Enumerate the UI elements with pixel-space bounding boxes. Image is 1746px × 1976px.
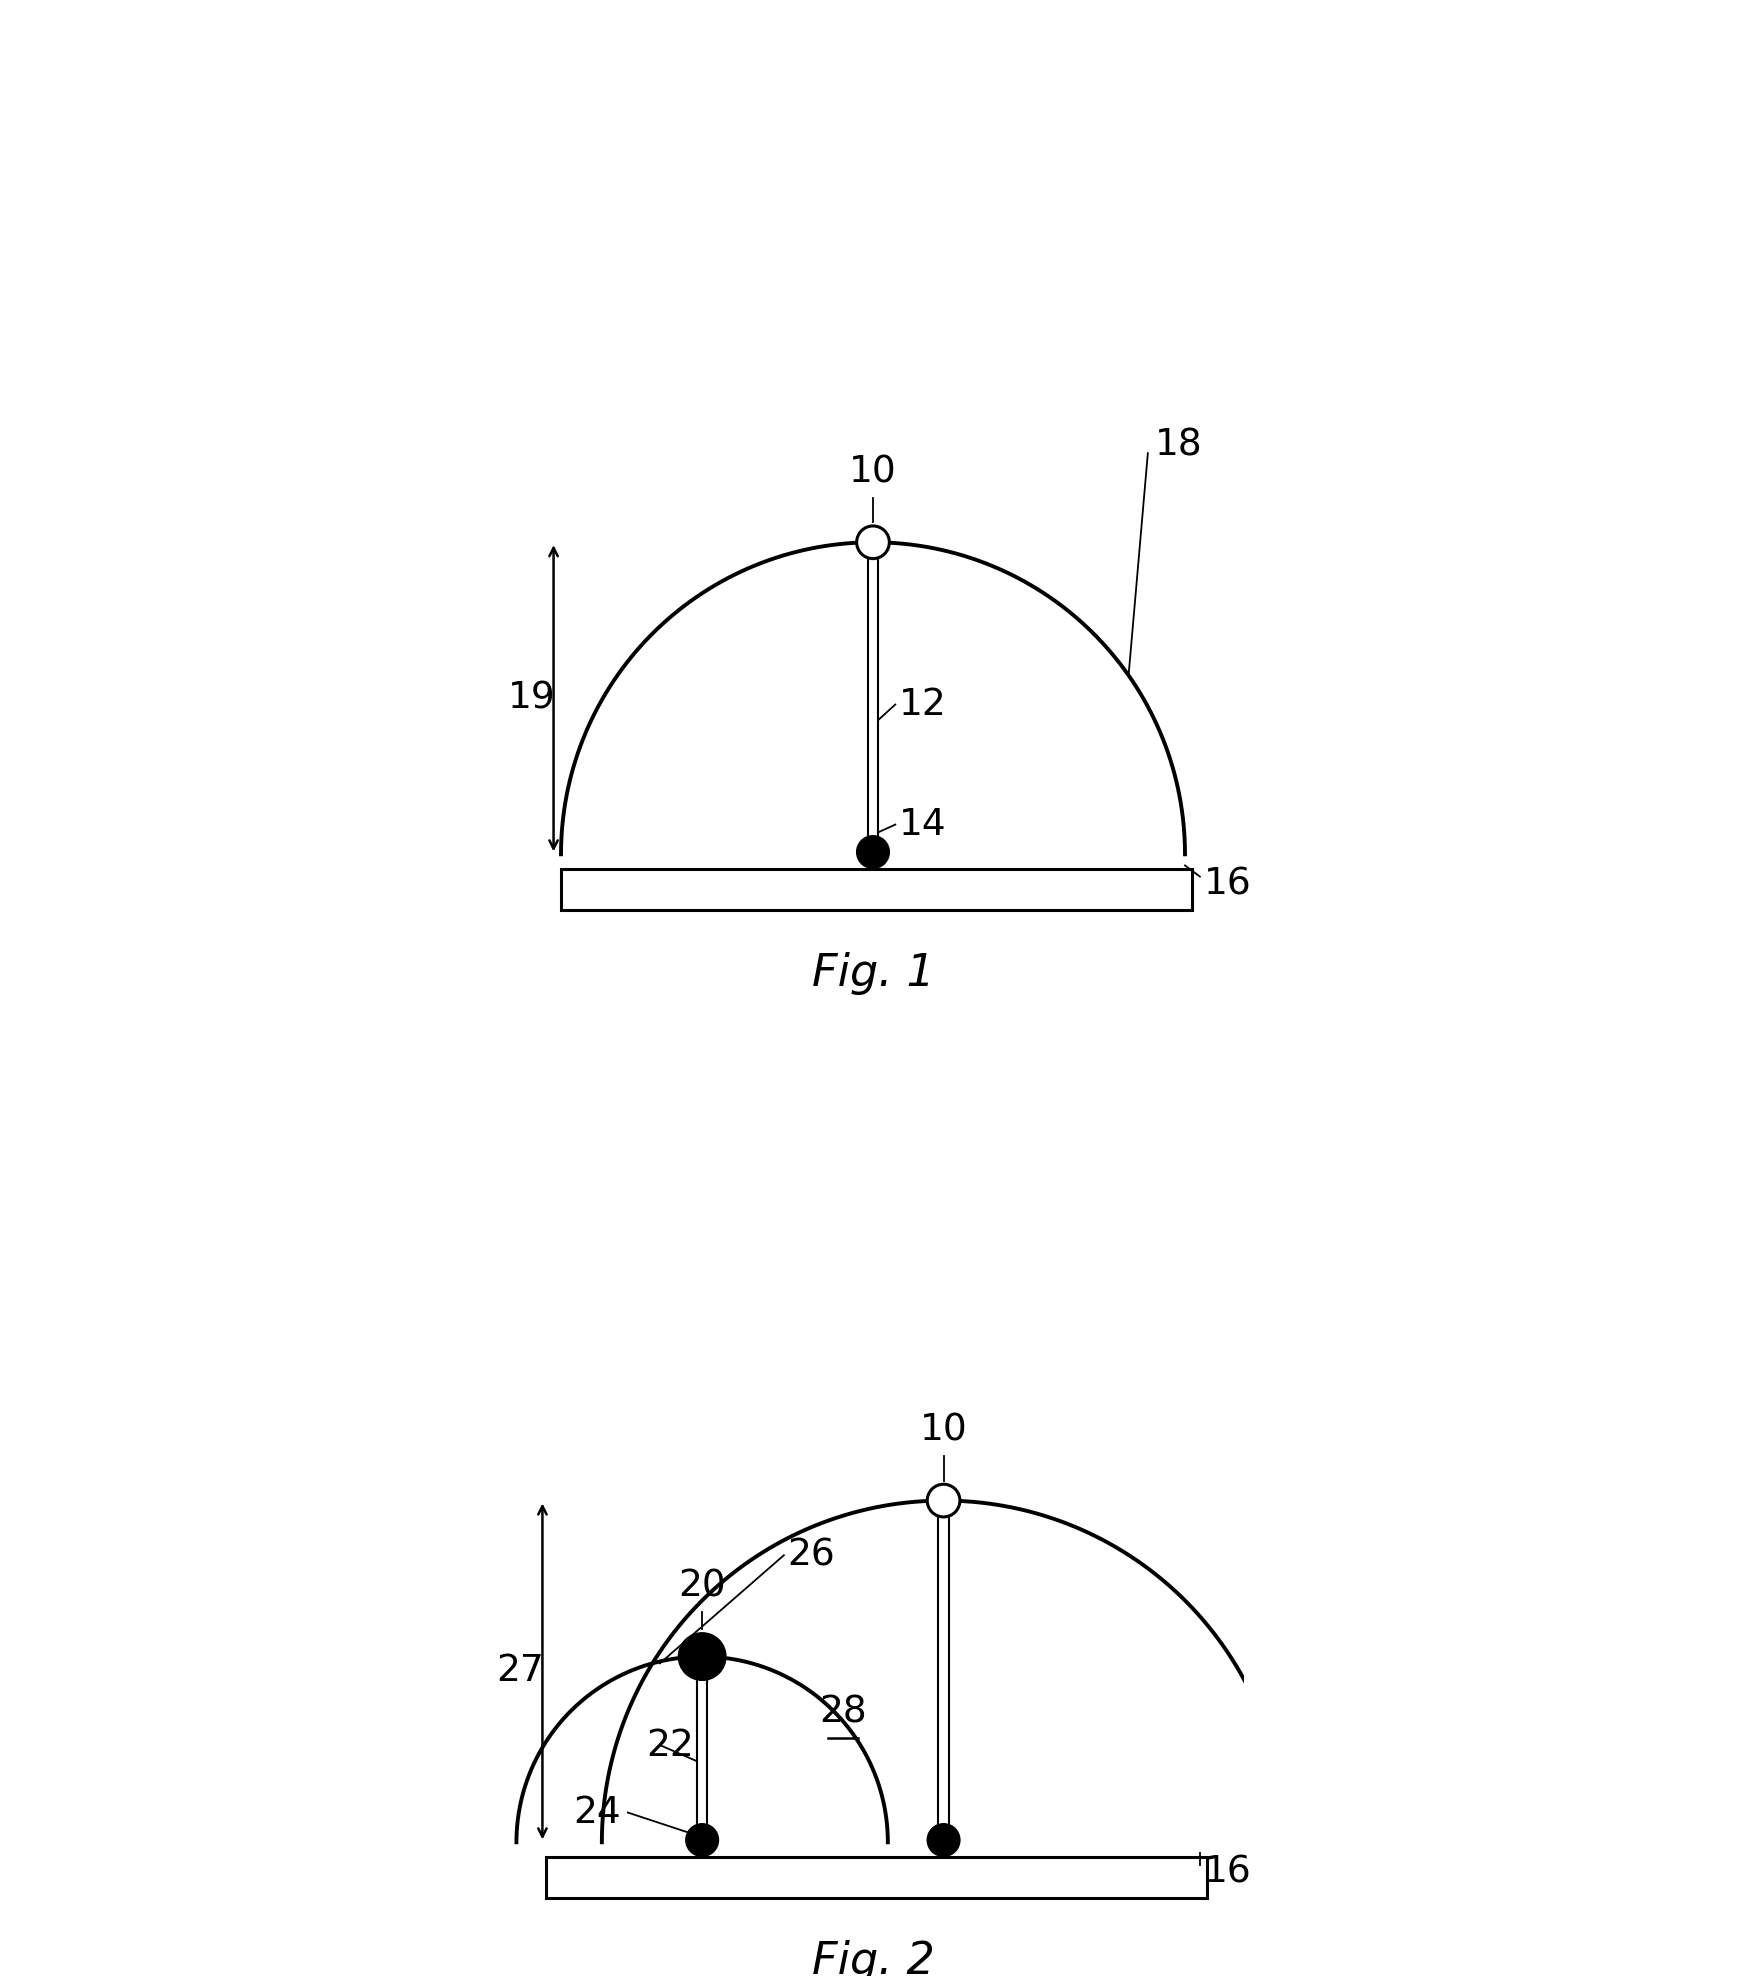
Circle shape bbox=[927, 1824, 960, 1855]
Circle shape bbox=[857, 526, 889, 559]
Text: 22: 22 bbox=[646, 1727, 695, 1765]
Bar bbox=[560, 869, 1193, 911]
Text: 16: 16 bbox=[1203, 865, 1252, 901]
Text: 20: 20 bbox=[677, 1569, 726, 1605]
Text: 24: 24 bbox=[573, 1794, 620, 1830]
Text: 16: 16 bbox=[1203, 1853, 1252, 1889]
Text: 18: 18 bbox=[1156, 427, 1203, 464]
Text: 10: 10 bbox=[849, 454, 897, 490]
Text: 28: 28 bbox=[819, 1695, 868, 1731]
Bar bbox=[546, 1857, 1206, 1899]
Text: 26: 26 bbox=[787, 1537, 835, 1573]
Text: Fig. 2: Fig. 2 bbox=[812, 1940, 934, 1976]
Text: 27: 27 bbox=[496, 1654, 545, 1689]
Text: Fig. 1: Fig. 1 bbox=[812, 952, 934, 994]
Text: 14: 14 bbox=[899, 806, 946, 842]
Circle shape bbox=[686, 1824, 719, 1855]
Circle shape bbox=[927, 1484, 960, 1518]
Text: 10: 10 bbox=[920, 1413, 967, 1448]
Text: 12: 12 bbox=[899, 686, 946, 723]
Circle shape bbox=[857, 836, 889, 867]
Circle shape bbox=[679, 1632, 726, 1680]
Text: 19: 19 bbox=[508, 680, 555, 715]
